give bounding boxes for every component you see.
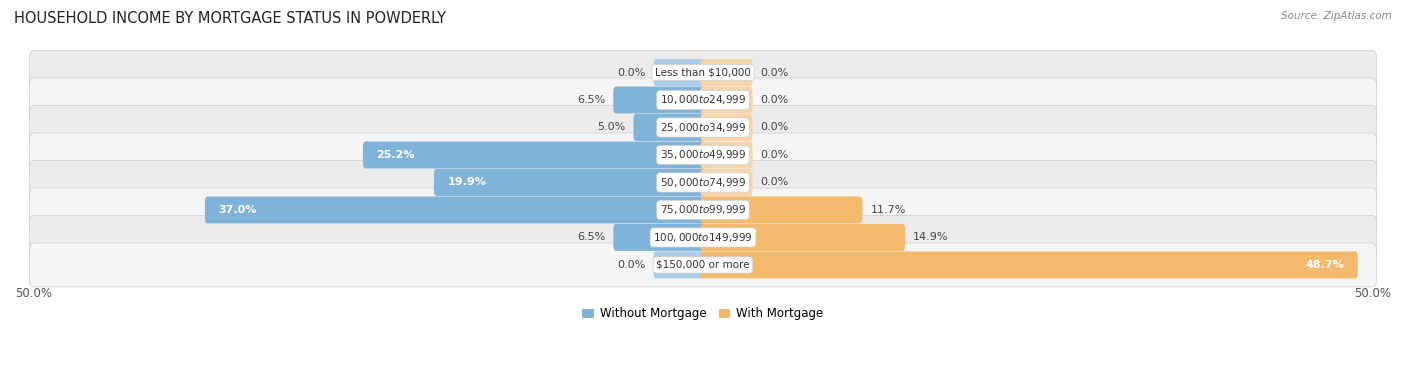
FancyBboxPatch shape (700, 87, 752, 113)
Text: 11.7%: 11.7% (870, 205, 905, 215)
FancyBboxPatch shape (700, 224, 905, 251)
Text: 14.9%: 14.9% (914, 233, 949, 242)
Text: Less than $10,000: Less than $10,000 (655, 67, 751, 78)
Text: 5.0%: 5.0% (598, 123, 626, 132)
FancyBboxPatch shape (654, 59, 706, 86)
FancyBboxPatch shape (30, 188, 1376, 232)
Text: 0.0%: 0.0% (761, 178, 789, 187)
Text: $75,000 to $99,999: $75,000 to $99,999 (659, 204, 747, 216)
FancyBboxPatch shape (30, 243, 1376, 287)
FancyBboxPatch shape (30, 161, 1376, 204)
Text: 19.9%: 19.9% (447, 178, 486, 187)
FancyBboxPatch shape (700, 59, 752, 86)
Text: 0.0%: 0.0% (761, 123, 789, 132)
FancyBboxPatch shape (633, 114, 706, 141)
Text: 6.5%: 6.5% (576, 233, 605, 242)
FancyBboxPatch shape (205, 196, 706, 224)
FancyBboxPatch shape (30, 51, 1376, 95)
FancyBboxPatch shape (30, 78, 1376, 122)
FancyBboxPatch shape (434, 169, 706, 196)
Text: 25.2%: 25.2% (377, 150, 415, 160)
Text: HOUSEHOLD INCOME BY MORTGAGE STATUS IN POWDERLY: HOUSEHOLD INCOME BY MORTGAGE STATUS IN P… (14, 11, 446, 26)
FancyBboxPatch shape (654, 251, 706, 278)
Text: $150,000 or more: $150,000 or more (657, 260, 749, 270)
FancyBboxPatch shape (30, 133, 1376, 177)
Text: 6.5%: 6.5% (576, 95, 605, 105)
Text: $25,000 to $34,999: $25,000 to $34,999 (659, 121, 747, 134)
FancyBboxPatch shape (700, 141, 752, 169)
Text: $10,000 to $24,999: $10,000 to $24,999 (659, 93, 747, 106)
Text: 0.0%: 0.0% (617, 260, 645, 270)
FancyBboxPatch shape (700, 251, 1358, 278)
Text: $50,000 to $74,999: $50,000 to $74,999 (659, 176, 747, 189)
Legend: Without Mortgage, With Mortgage: Without Mortgage, With Mortgage (578, 303, 828, 325)
Text: $35,000 to $49,999: $35,000 to $49,999 (659, 149, 747, 161)
Text: $100,000 to $149,999: $100,000 to $149,999 (654, 231, 752, 244)
FancyBboxPatch shape (613, 224, 706, 251)
Text: Source: ZipAtlas.com: Source: ZipAtlas.com (1281, 11, 1392, 21)
Text: 37.0%: 37.0% (218, 205, 257, 215)
Text: 0.0%: 0.0% (761, 95, 789, 105)
FancyBboxPatch shape (363, 141, 706, 169)
Text: 0.0%: 0.0% (761, 67, 789, 78)
FancyBboxPatch shape (30, 106, 1376, 149)
FancyBboxPatch shape (700, 196, 862, 224)
FancyBboxPatch shape (700, 169, 752, 196)
Text: 0.0%: 0.0% (617, 67, 645, 78)
Text: 48.7%: 48.7% (1306, 260, 1344, 270)
FancyBboxPatch shape (613, 87, 706, 113)
Text: 0.0%: 0.0% (761, 150, 789, 160)
FancyBboxPatch shape (30, 215, 1376, 259)
FancyBboxPatch shape (700, 114, 752, 141)
